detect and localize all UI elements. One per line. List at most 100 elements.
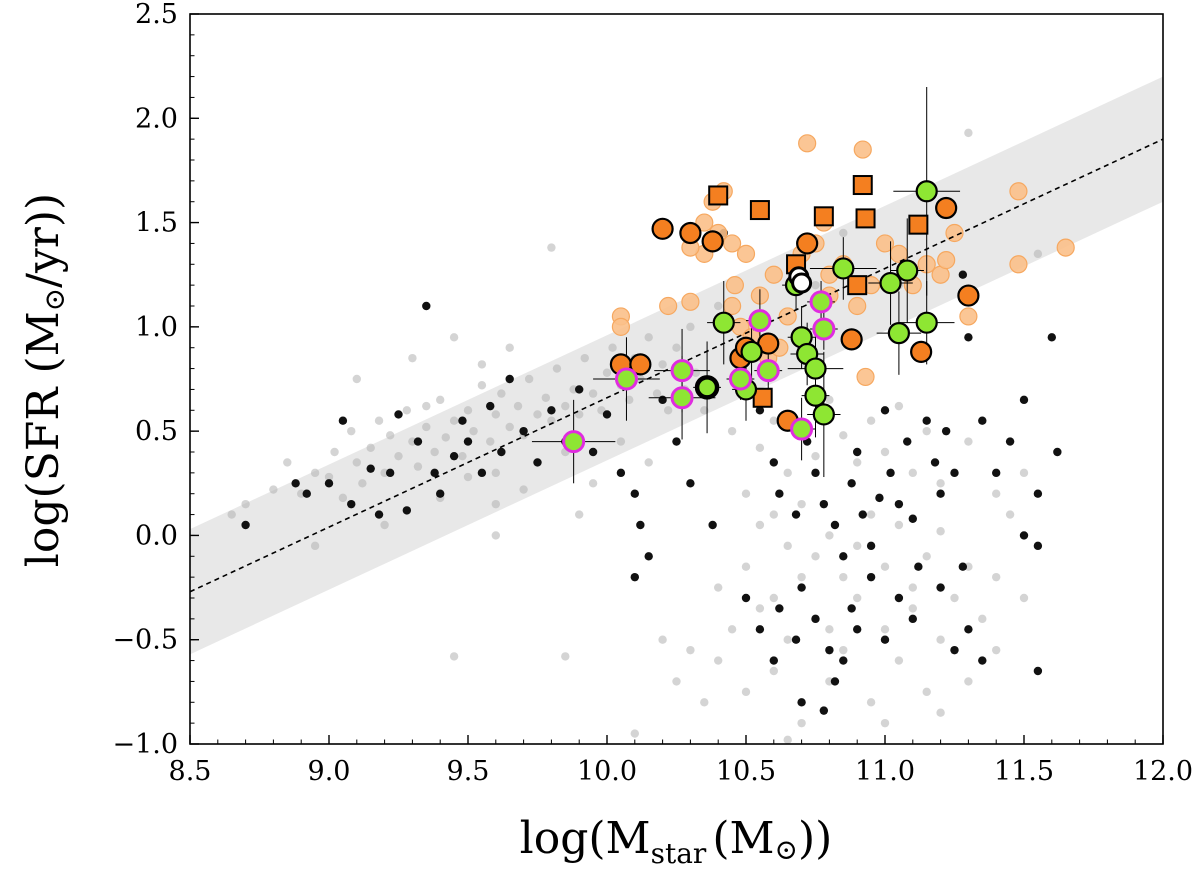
y-tick-label: −1.0 [112,729,178,760]
faint-point [936,708,945,717]
faint-point [755,520,765,530]
y-tick-label: 2.5 [135,0,178,30]
x-tick-label: 9.0 [308,756,351,787]
faint-point [839,572,848,582]
faint-point [964,437,973,446]
dark-point [1033,489,1043,498]
magenta-ringed-point [614,367,638,391]
green-point [915,311,938,334]
dark-point [880,635,890,644]
magenta-ringed-point [812,317,836,341]
main-sequence-line [189,138,1164,593]
green-point [740,340,763,363]
dark-point [755,406,765,415]
dark-point [769,656,778,665]
dark-point [936,583,945,592]
orange-square-point [752,387,773,408]
faint-point [575,510,584,519]
dark-point [658,395,667,405]
dark-point [347,499,356,509]
dark-point [791,635,801,644]
dark-point [839,552,848,561]
faint-point [797,718,806,728]
faint-point [310,541,320,551]
dark-point [422,301,431,311]
faint-point [727,625,737,634]
dark-point [630,572,639,582]
faint-point [866,698,876,707]
faint-point [1005,510,1015,519]
y-tick-label: 1.0 [135,312,178,343]
dark-point [914,562,923,571]
green-point [887,322,911,345]
dark-point [575,385,584,394]
green-point [812,403,835,426]
dark-point [413,437,423,446]
dark-point [930,458,940,467]
dark-point [436,489,445,498]
faint-point [950,593,959,603]
faint-point [658,635,667,644]
magenta-ringed-point [790,417,814,441]
light-orange-point [798,134,817,153]
faint-point [358,479,367,488]
dark-point [853,447,862,457]
faint-point [402,406,412,415]
dark-point [769,458,778,467]
orange-square-point [847,275,868,296]
magenta-ringed-point [670,359,694,383]
dark-point [1047,333,1057,342]
faint-point [825,531,834,540]
dark-point [958,562,968,571]
faint-point [811,552,820,561]
axes-layer: 8.5 9.0 9.5 10.0 10.5 11.0 11.5 12.0 −1.0 −0.5 0.0… [112,0,1193,787]
green-point [879,271,902,295]
faint-point [741,687,751,697]
faint-point [463,472,473,482]
magenta-ringed-point [756,359,780,383]
orange-circle-point [957,284,980,307]
green-point [804,357,827,380]
faint-point [241,499,250,509]
faint-point [700,406,709,415]
orange-circle-point [651,217,674,240]
orange-circle-point [701,230,724,253]
faint-point [227,510,236,519]
faint-point [797,572,806,582]
light-orange-point [1009,255,1028,274]
faint-point [491,499,500,509]
faint-point [964,128,973,138]
dark-point [616,468,626,478]
dark-point [866,541,876,551]
dark-point [241,520,250,530]
faint-point [283,458,292,467]
faint-point [491,468,500,478]
magenta-ringed-point [728,367,752,391]
faint-point [866,510,876,519]
dark-point [1033,666,1043,676]
main-sequence-line-layer [189,138,1164,593]
dark-point [547,406,556,415]
faint-point [625,395,634,405]
light-orange-point [778,307,797,326]
faint-point [380,520,389,530]
faint-point [463,406,473,415]
faint-point [561,652,570,661]
faint-point [922,426,931,436]
dark-point [775,604,784,613]
faint-point [686,322,695,332]
dark-point [964,333,973,342]
orange-circle-point [840,328,863,351]
faint-point [652,389,662,398]
light-orange-point [959,307,978,326]
faint-point [533,410,542,419]
y-tick-label: 0.5 [135,416,178,447]
y-axis-label-sub: ⊙ [38,288,71,311]
faint-point [477,360,487,369]
faint-point [1019,593,1029,603]
faint-point [1019,468,1029,478]
dark-point [797,698,806,707]
faint-point [616,437,626,446]
faint-point [469,426,478,436]
faint-point [422,401,431,411]
